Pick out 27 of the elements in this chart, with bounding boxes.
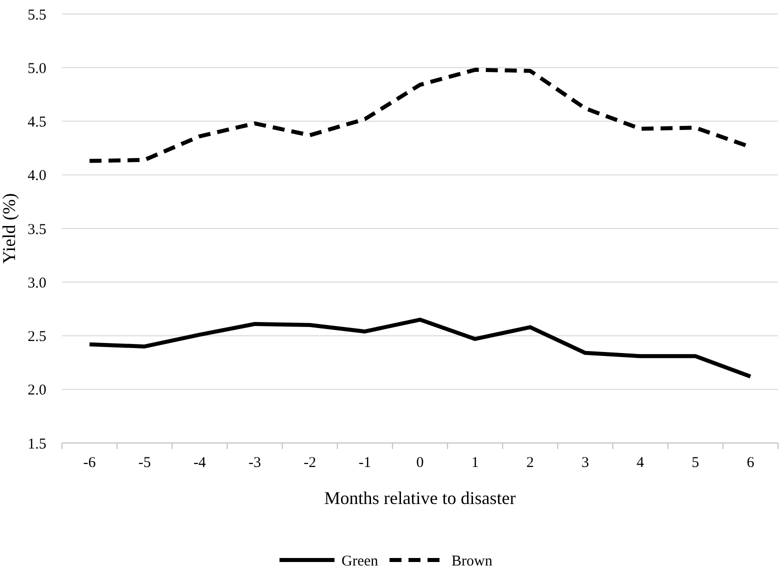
y-axis-title: Yield (%) bbox=[0, 193, 19, 264]
x-tick-label: 3 bbox=[581, 455, 589, 471]
x-axis-title: Months relative to disaster bbox=[324, 488, 516, 508]
legend-label: Brown bbox=[452, 553, 493, 570]
x-tick-label: -3 bbox=[248, 455, 262, 471]
x-tick-label: -1 bbox=[358, 455, 372, 471]
y-tick-label: 2.0 bbox=[28, 382, 46, 399]
y-tick-label: 4.5 bbox=[28, 114, 46, 130]
x-tick-label: 5 bbox=[692, 455, 700, 471]
x-tick-label: -6 bbox=[83, 455, 96, 471]
x-tick-label: -5 bbox=[138, 455, 151, 471]
x-tick-label: -2 bbox=[304, 455, 316, 471]
y-tick-label: 1.5 bbox=[28, 436, 46, 452]
x-tick-label: 4 bbox=[636, 455, 645, 471]
x-tick-label: 1 bbox=[471, 455, 479, 471]
legend-label: Green bbox=[342, 553, 379, 570]
y-tick-label: 2.5 bbox=[28, 329, 46, 345]
x-tick-label: -4 bbox=[193, 455, 206, 471]
x-tick-label: 2 bbox=[526, 455, 534, 471]
x-tick-label: 6 bbox=[746, 455, 755, 471]
x-tick-label: 0 bbox=[416, 455, 424, 471]
y-tick-label: 5.5 bbox=[28, 7, 46, 24]
y-tick-label: 5.0 bbox=[28, 60, 46, 77]
y-tick-label: 4.0 bbox=[28, 168, 46, 184]
line-series bbox=[88, 318, 752, 379]
y-tick-label: 3.0 bbox=[28, 275, 46, 292]
y-tick-label: 3.5 bbox=[28, 222, 46, 238]
